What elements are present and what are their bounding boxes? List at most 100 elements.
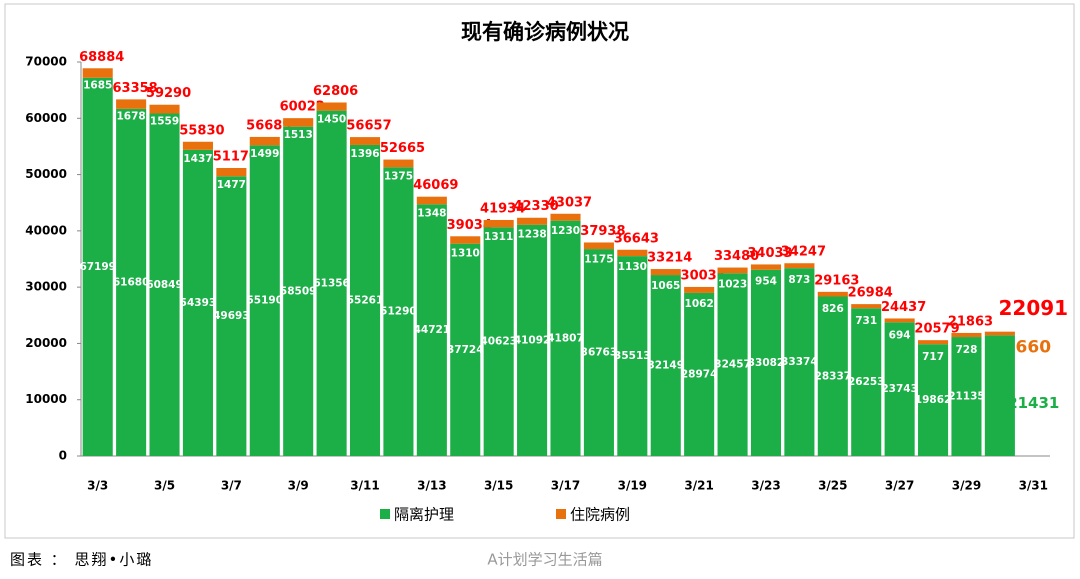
value-label: 1437 — [183, 153, 212, 165]
x-tick-label: 3/19 — [618, 479, 647, 493]
bar-segment — [517, 217, 548, 225]
value-label: 33374 — [781, 356, 818, 368]
value-label: 23743 — [881, 383, 918, 395]
value-label: 1311 — [484, 231, 513, 243]
value-label: 954 — [755, 275, 777, 287]
bar-segment — [450, 243, 481, 456]
value-label: 1375 — [384, 171, 413, 183]
x-tick-label: 3/13 — [417, 479, 446, 493]
value-label: 694 — [889, 329, 911, 341]
bar-segment — [784, 263, 815, 269]
value-label: 51170 — [213, 149, 258, 164]
value-label: 67199 — [79, 261, 116, 273]
value-label: 46069 — [413, 178, 458, 193]
bar-segment — [483, 219, 514, 228]
bar-segment — [717, 273, 748, 456]
value-label: 1513 — [284, 129, 313, 141]
bar-segment — [216, 167, 247, 177]
bar-segment — [817, 296, 848, 456]
legend-label: 住院病例 — [570, 506, 630, 524]
bar-segment — [918, 340, 949, 345]
bar-segment — [349, 144, 381, 456]
value-label: 21863 — [948, 314, 993, 329]
y-tick-label: 60000 — [25, 111, 67, 125]
chart-title: 现有确诊病例状况 — [461, 20, 629, 44]
x-tick-label: 3/5 — [154, 479, 175, 493]
value-label: 56689 — [246, 118, 291, 133]
bar-segment — [82, 68, 113, 78]
bar-segment — [583, 249, 614, 456]
x-tick-label: 3/11 — [350, 479, 379, 493]
bar-segment — [951, 337, 982, 456]
bar-segment — [617, 249, 648, 257]
legend-label: 隔离护理 — [394, 506, 454, 524]
value-label: 56657 — [346, 119, 391, 134]
value-label: 52665 — [380, 141, 425, 156]
bar-segment — [650, 275, 681, 456]
bar-segment — [951, 332, 982, 338]
y-tick-label: 30000 — [25, 280, 67, 294]
value-label: 33480 — [714, 249, 759, 264]
value-label: 32149 — [647, 360, 684, 372]
value-label: 1499 — [250, 148, 279, 160]
bar-segment — [517, 224, 548, 456]
bar-segment — [684, 286, 715, 293]
y-tick-label: 10000 — [25, 392, 67, 406]
bar-segment — [717, 267, 748, 274]
value-label: 1477 — [217, 179, 246, 191]
y-tick-label: 70000 — [25, 55, 67, 69]
value-label: 37724 — [447, 344, 484, 356]
bar-segment — [249, 145, 280, 457]
value-label: 1678 — [117, 110, 146, 122]
bar-segment — [149, 104, 180, 114]
value-label: 28337 — [815, 370, 852, 382]
value-label: 34033 — [747, 246, 792, 261]
bar-segment — [383, 167, 414, 456]
value-label: 1175 — [584, 253, 613, 265]
value-label: 54393 — [180, 297, 217, 309]
value-label: 20579 — [914, 322, 959, 337]
value-label: 55190 — [247, 295, 284, 307]
bar-segment — [316, 102, 347, 111]
value-label: 24437 — [881, 300, 926, 315]
value-label: 58509 — [280, 285, 317, 297]
bar-segment — [349, 137, 381, 145]
bar-segment — [283, 126, 314, 456]
x-tick-label: 3/21 — [684, 479, 713, 493]
value-label: 28974 — [681, 368, 718, 380]
value-label: 41092 — [514, 334, 551, 346]
x-tick-label: 3/25 — [818, 479, 847, 493]
x-tick-label: 3/15 — [484, 479, 513, 493]
x-tick-label: 3/3 — [87, 479, 108, 493]
bar-segment — [884, 318, 915, 323]
value-label: 42330 — [513, 199, 558, 214]
value-label: 1396 — [350, 148, 379, 160]
value-label: 34247 — [781, 245, 826, 260]
value-label: 51290 — [380, 306, 417, 318]
bar-segment — [149, 113, 180, 457]
y-tick-label: 50000 — [25, 167, 67, 181]
x-tick-label: 3/29 — [952, 479, 981, 493]
bar-segment — [750, 264, 782, 270]
value-label: 40623 — [480, 336, 517, 348]
value-label: 660 — [1016, 338, 1052, 358]
value-label: 41807 — [547, 332, 584, 344]
bar-segment — [416, 196, 447, 205]
value-label: 826 — [822, 303, 844, 315]
value-label: 873 — [788, 274, 810, 286]
bar-segment — [283, 118, 314, 127]
value-label: 1062 — [685, 298, 714, 310]
bar-segment — [182, 141, 213, 150]
value-label: 29163 — [814, 273, 859, 288]
value-label: 717 — [922, 351, 944, 363]
bar-segment — [550, 220, 581, 456]
bar-segment — [851, 304, 882, 309]
value-label: 60849 — [146, 279, 183, 291]
value-label: 1685 — [83, 79, 112, 91]
bar-segment — [583, 242, 614, 250]
bar-segment — [750, 269, 782, 456]
x-tick-label: 3/7 — [221, 479, 242, 493]
bar-segment — [984, 335, 1015, 456]
value-label: 62806 — [313, 84, 358, 99]
bar-segment — [249, 136, 280, 146]
